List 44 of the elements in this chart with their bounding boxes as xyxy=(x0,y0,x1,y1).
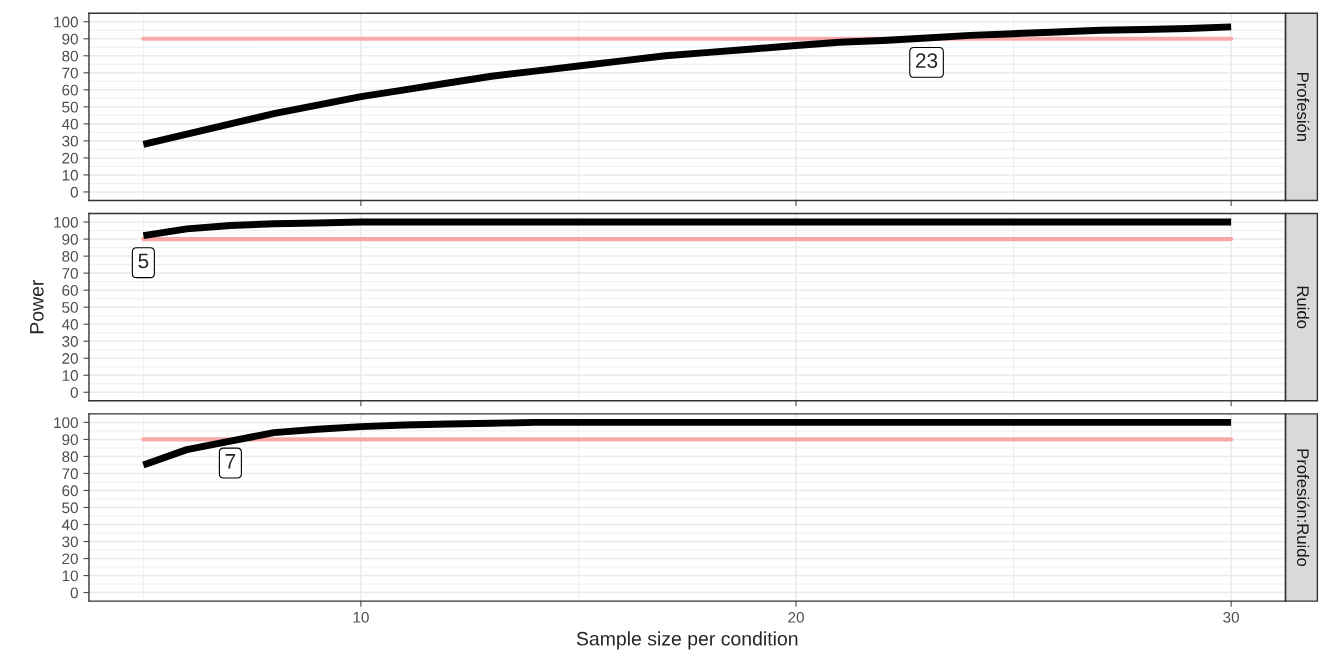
y-tick-label: 40 xyxy=(61,519,78,531)
y-tick-label: 30 xyxy=(62,135,78,147)
y-axis-title: Power xyxy=(30,279,44,334)
annotation: 7 xyxy=(225,454,236,469)
x-tick-label: 10 xyxy=(353,611,369,623)
y-tick-label: 60 xyxy=(62,285,78,296)
y-tick-label: 60 xyxy=(62,84,78,96)
y-tick-label: 70 xyxy=(62,67,78,79)
y-tick-label: 90 xyxy=(62,233,78,245)
y-tick-label: 30 xyxy=(62,536,78,548)
y-tick-label: 20 xyxy=(62,353,78,364)
x-axis-title: Sample size per condition xyxy=(576,631,798,650)
y-tick-label: 60 xyxy=(62,485,78,497)
text: Profesión xyxy=(1296,73,1310,141)
y-tick-label: 20 xyxy=(62,553,78,565)
y-tick-label: 70 xyxy=(62,268,78,279)
y-tick-label: 80 xyxy=(62,250,78,262)
text: Ruido xyxy=(1296,286,1310,329)
y-tick-label: 80 xyxy=(62,451,78,463)
y-tick-label: 90 xyxy=(62,434,78,446)
annotation: 5 xyxy=(138,253,149,269)
y-tick-label: 0 xyxy=(70,387,78,398)
annotation: 23 xyxy=(916,53,938,68)
y-tick-label: 20 xyxy=(62,152,78,164)
x-tick-label: 30 xyxy=(1223,611,1240,623)
y-tick-label: 100 xyxy=(54,216,78,228)
y-tick-label: 100 xyxy=(54,417,78,429)
y-tick-label: 70 xyxy=(62,468,78,480)
y-tick-label: 40 xyxy=(61,118,78,130)
y-tick-label: 50 xyxy=(62,101,78,113)
text: Profesión:Ruido xyxy=(1296,449,1310,567)
y-tick-label: 0 xyxy=(70,186,78,198)
x-tick-label: 20 xyxy=(788,611,804,623)
y-tick-label: 100 xyxy=(54,16,78,28)
y-tick-label: 50 xyxy=(62,502,78,514)
y-tick-label: 40 xyxy=(61,319,78,330)
y-tick-label: 10 xyxy=(62,370,78,381)
y-tick-label: 50 xyxy=(62,302,78,313)
y-tick-label: 30 xyxy=(62,336,78,347)
y-tick-label: 90 xyxy=(62,33,78,45)
y-tick-label: 10 xyxy=(62,570,78,582)
y-tick-label: 80 xyxy=(62,50,78,62)
y-tick-label: 0 xyxy=(70,587,78,599)
y-tick-label: 10 xyxy=(62,169,78,181)
